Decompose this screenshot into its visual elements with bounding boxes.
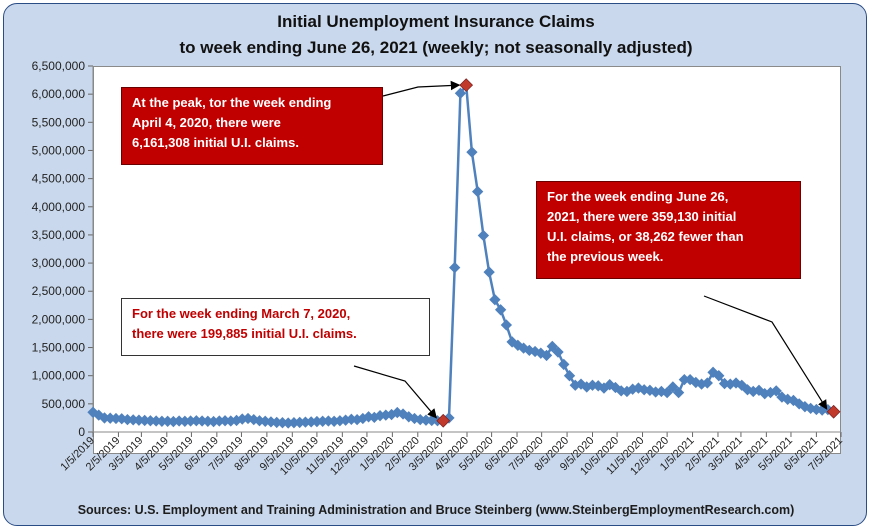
- data-point: [546, 340, 558, 353]
- highlighted-point: [459, 78, 474, 92]
- y-tick-label: 1,500,000: [32, 341, 86, 355]
- march-callout: For the week ending March 7, 2020, there…: [121, 298, 430, 356]
- data-point: [466, 146, 478, 158]
- y-tick-label: 1,000,000: [32, 369, 86, 383]
- march-callout-line: there were 199,885 initial U.I. claims.: [132, 326, 357, 341]
- peak-callout-line: April 4, 2020, there were: [132, 115, 281, 130]
- y-tick-label: 3,000,000: [32, 256, 86, 270]
- highlighted-point: [436, 413, 451, 428]
- data-point: [552, 346, 564, 358]
- data-point: [489, 294, 501, 306]
- data-point: [678, 373, 691, 386]
- source-note: Sources: U.S. Employment and Training Ad…: [77, 503, 795, 517]
- data-point: [558, 358, 570, 371]
- data-point: [540, 349, 553, 362]
- data-point: [770, 385, 782, 397]
- data-point: [494, 304, 507, 316]
- peak-callout: At the peak, tor the week ending April 4…: [121, 87, 383, 165]
- data-point: [156, 415, 168, 427]
- chart-title: Initial Unemployment Insurance Claims: [277, 12, 595, 31]
- data-point: [661, 386, 673, 399]
- june-callout-line: U.I. claims, or 38,262 fewer than: [547, 229, 744, 244]
- y-tick-label: 6,000,000: [32, 87, 86, 101]
- y-tick-label: 3,500,000: [32, 228, 86, 242]
- y-tick-label: 2,000,000: [32, 312, 86, 326]
- data-point: [500, 319, 513, 331]
- data-point: [563, 370, 576, 382]
- peak-callout-line: At the peak, tor the week ending: [132, 95, 332, 110]
- data-point: [483, 266, 495, 278]
- june-callout: For the week ending June 26, 2021, there…: [536, 181, 801, 279]
- june-callout-line: the previous week.: [547, 249, 664, 264]
- y-tick-label: 5,500,000: [32, 115, 86, 129]
- y-tick-label: 4,000,000: [32, 200, 86, 214]
- y-tick-label: 500,000: [42, 397, 86, 411]
- y-tick-label: 0: [78, 425, 85, 439]
- callout-leader-line: [353, 365, 437, 419]
- june-callout-line: For the week ending June 26,: [547, 189, 729, 204]
- callout-leader-line: [703, 295, 828, 410]
- data-point: [477, 229, 490, 242]
- june-callout-line: 2021, there were 359,130 initial: [547, 209, 737, 224]
- data-point: [701, 377, 713, 389]
- callout-leader-line: [382, 80, 461, 97]
- data-point: [672, 386, 685, 399]
- highlighted-point: [826, 404, 841, 419]
- y-tick-label: 6,500,000: [32, 59, 86, 73]
- y-tick-label: 4,500,000: [32, 172, 86, 186]
- data-point: [713, 370, 725, 382]
- march-callout-line: For the week ending March 7, 2020,: [132, 306, 351, 321]
- chart-subtitle: to week ending June 26, 2021 (weekly; no…: [179, 38, 693, 57]
- y-tick-label: 5,000,000: [32, 143, 86, 157]
- y-tick-label: 2,500,000: [32, 284, 86, 298]
- peak-callout-line: 6,161,308 initial U.I. claims.: [132, 135, 299, 150]
- data-point: [449, 261, 461, 274]
- data-point: [472, 185, 484, 198]
- data-point: [667, 381, 679, 393]
